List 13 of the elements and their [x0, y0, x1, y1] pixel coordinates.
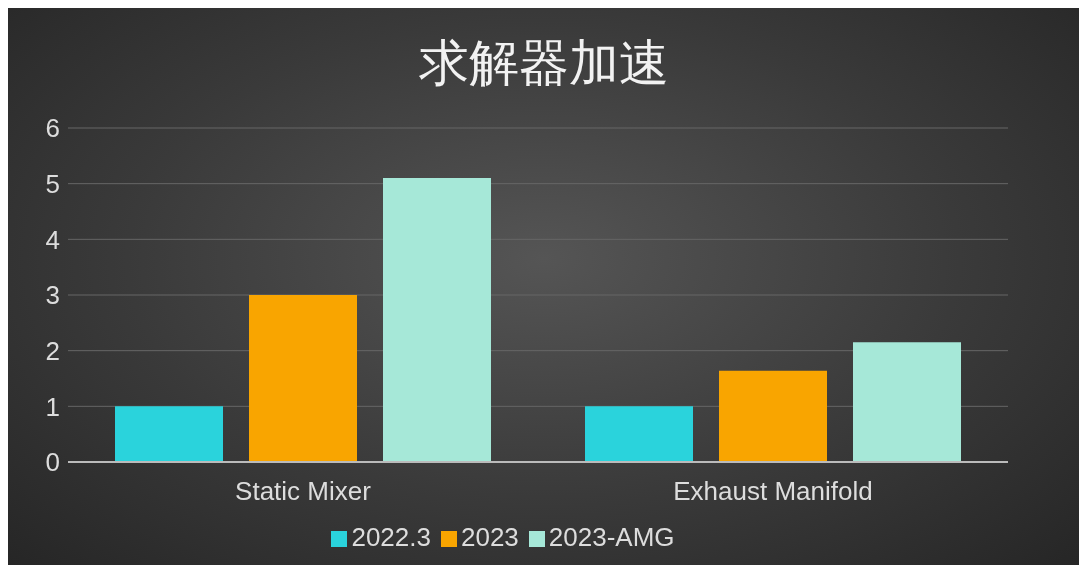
legend-label: 2023	[460, 522, 519, 552]
y-tick-label: 4	[45, 224, 60, 255]
legend-label: 2022.3	[351, 522, 431, 552]
y-tick-label: 3	[45, 280, 60, 311]
chart-title: 求解器加速	[417, 33, 670, 94]
y-tick-label: 5	[45, 168, 60, 199]
y-tick-label: 0	[45, 447, 60, 478]
y-tick-label: 6	[45, 113, 60, 144]
legend-label: 2023-AMG	[548, 522, 675, 552]
x-tick-label: Exhaust Manifold	[673, 476, 873, 507]
y-tick-label: 1	[45, 391, 60, 422]
x-tick-label: Static Mixer	[235, 476, 372, 507]
y-tick-label: 2	[45, 335, 60, 366]
